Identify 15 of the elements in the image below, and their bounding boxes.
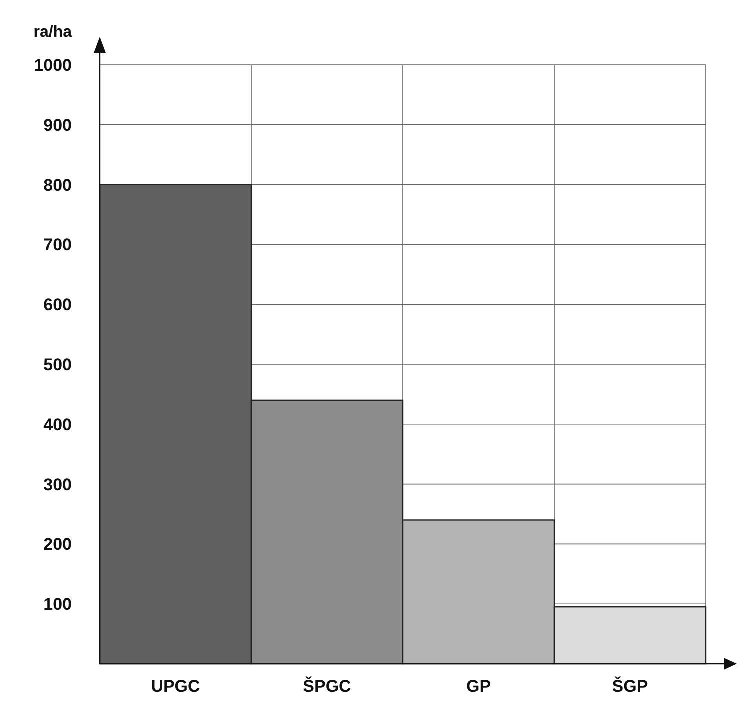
x-tick-label: GP <box>466 677 492 696</box>
y-tick-label: 300 <box>44 475 72 494</box>
y-tick-label: 1000 <box>34 56 72 75</box>
y-tick-label: 400 <box>44 415 72 434</box>
y-axis-title: ra/ha <box>34 24 72 41</box>
y-tick-label: 200 <box>44 535 72 554</box>
y-tick-label: 700 <box>44 236 72 255</box>
y-tick-label: 500 <box>44 355 72 374</box>
x-tick-label: UPGC <box>151 677 200 696</box>
x-tick-label: ŠGP <box>612 676 648 696</box>
y-tick-label: 900 <box>44 116 72 135</box>
y-tick-label: 100 <box>44 595 72 614</box>
y-tick-label: 800 <box>44 176 72 195</box>
y-tick-label: 600 <box>44 296 72 315</box>
x-tick-label: ŠPGC <box>303 676 352 696</box>
